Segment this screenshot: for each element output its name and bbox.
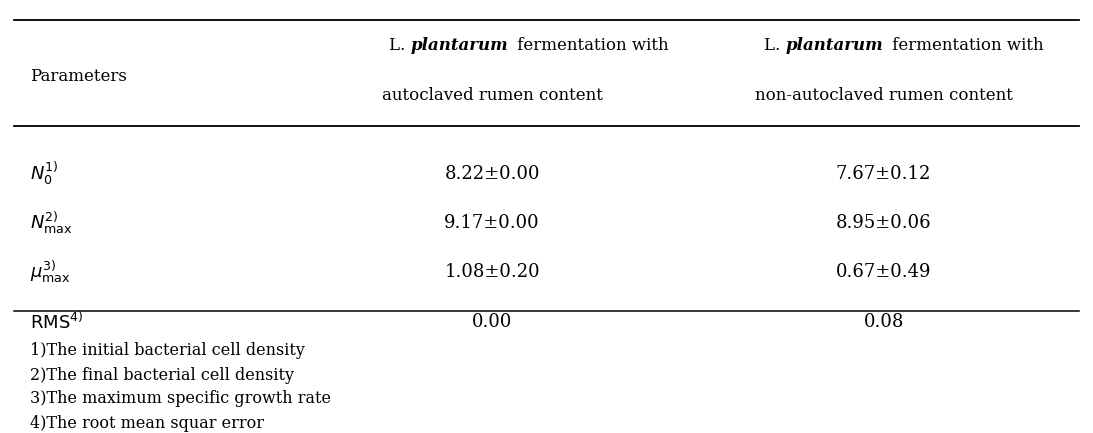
Text: 1.08±0.20: 1.08±0.20: [445, 263, 540, 281]
Text: $\mathit{\mu}_{\mathrm{max}}^{\mathrm{3)}}$: $\mathit{\mu}_{\mathrm{max}}^{\mathrm{3)…: [30, 259, 71, 285]
Text: $\mathrm{RMS}^{\mathrm{4)}}$: $\mathrm{RMS}^{\mathrm{4)}}$: [30, 311, 83, 333]
Text: fermentation with: fermentation with: [512, 38, 668, 55]
Text: L.: L.: [764, 38, 786, 55]
Text: Parameters: Parameters: [30, 68, 127, 85]
Text: 4)The root mean squar error: 4)The root mean squar error: [30, 415, 265, 432]
Text: non-autoclaved rumen content: non-autoclaved rumen content: [754, 87, 1012, 104]
Text: 0.67±0.49: 0.67±0.49: [836, 263, 931, 281]
Text: 2)The final bacterial cell density: 2)The final bacterial cell density: [30, 367, 294, 384]
Text: 1)The initial bacterial cell density: 1)The initial bacterial cell density: [30, 342, 305, 359]
Text: 8.95±0.06: 8.95±0.06: [836, 214, 931, 232]
Text: plantarum: plantarum: [786, 38, 883, 55]
Text: 8.22±0.00: 8.22±0.00: [445, 165, 540, 183]
Text: 0.00: 0.00: [472, 313, 513, 331]
Text: 7.67±0.12: 7.67±0.12: [836, 165, 931, 183]
Text: autoclaved rumen content: autoclaved rumen content: [381, 87, 602, 104]
Text: 9.17±0.00: 9.17±0.00: [445, 214, 540, 232]
Text: L.: L.: [389, 38, 411, 55]
Text: plantarum: plantarum: [411, 38, 508, 55]
Text: fermentation with: fermentation with: [886, 38, 1044, 55]
Text: $\mathit{N}_{\mathrm{max}}^{\mathrm{2)}}$: $\mathit{N}_{\mathrm{max}}^{\mathrm{2)}}…: [30, 210, 72, 236]
Text: $\mathit{N}_0^{\mathrm{1)}}$: $\mathit{N}_0^{\mathrm{1)}}$: [30, 160, 59, 187]
Text: 0.08: 0.08: [863, 313, 904, 331]
Text: 3)The maximum specific growth rate: 3)The maximum specific growth rate: [30, 390, 331, 407]
